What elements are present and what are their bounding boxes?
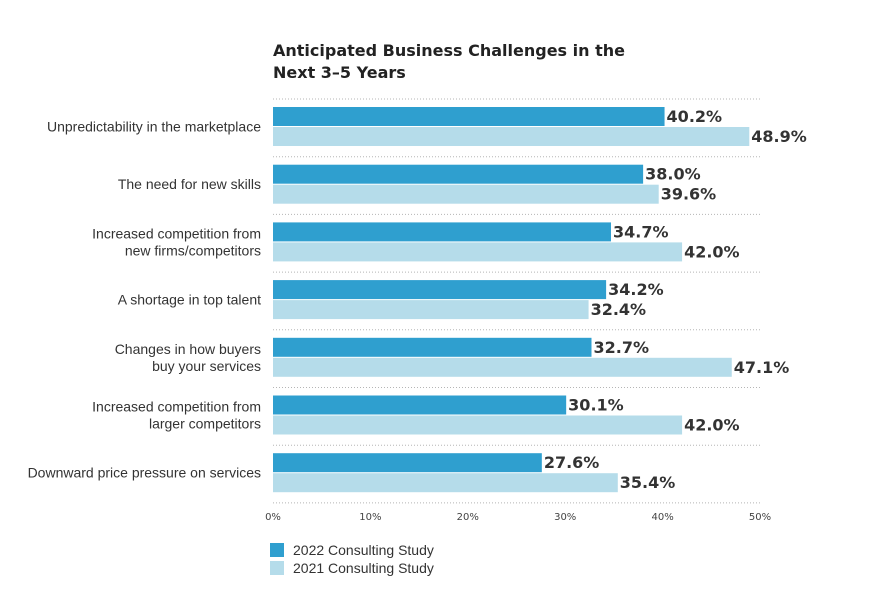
bar-2021: [273, 127, 750, 146]
bar-2022: [273, 395, 567, 415]
x-tick-label: 0%: [265, 512, 281, 523]
x-tick-label: 50%: [749, 512, 771, 523]
category-label: Changes in how buyers: [115, 341, 261, 357]
legend-item-2022: 2022 Consulting Study: [270, 541, 434, 559]
data-label: 35.4%: [620, 473, 676, 492]
bar-2021: [273, 184, 659, 204]
category-label: buy your services: [152, 358, 261, 374]
bar-2021: [273, 242, 683, 262]
bar-chart: 40.2% 48.9% Unpredictability in the market…: [28, 98, 807, 523]
x-tick-label: 30%: [554, 512, 576, 523]
data-label: 48.9%: [751, 127, 807, 146]
bar-2022: [273, 164, 644, 184]
legend-swatch-2021: [270, 561, 284, 575]
x-tick-label: 40%: [651, 512, 673, 523]
chart-title-line-1: Anticipated Business Challenges in the: [273, 41, 625, 60]
bar-2021: [273, 415, 683, 435]
bar-2022: [273, 280, 607, 300]
bar-2022: [273, 337, 592, 357]
data-label: 42.0%: [684, 242, 740, 261]
category-label: A shortage in top talent: [118, 292, 261, 308]
category-label: Unpredictability in the marketplace: [47, 119, 261, 135]
legend-label-2022: 2022 Consulting Study: [293, 542, 434, 558]
chart-title-line-2: Next 3–5 Years: [273, 63, 406, 82]
data-label: 32.4%: [591, 300, 647, 319]
chart-legend: 2022 Consulting Study 2021 Consulting St…: [270, 541, 434, 577]
bar-2022: [273, 107, 665, 126]
x-tick-label: 20%: [457, 512, 479, 523]
category-label: Increased competition from: [92, 399, 261, 415]
legend-label-2021: 2021 Consulting Study: [293, 560, 434, 576]
data-label: 47.1%: [734, 358, 790, 377]
data-label: 32.7%: [593, 338, 649, 357]
bar-2021: [273, 300, 589, 320]
legend-item-2021: 2021 Consulting Study: [270, 559, 434, 577]
data-label: 38.0%: [645, 165, 701, 184]
x-tick-label: 10%: [359, 512, 381, 523]
bar-2021: [273, 473, 618, 493]
data-label: 39.6%: [661, 185, 717, 204]
category-label: Increased competition from: [92, 225, 261, 241]
data-label: 40.2%: [667, 107, 723, 126]
data-label: 42.0%: [684, 416, 740, 435]
data-label: 34.2%: [608, 280, 664, 299]
data-label: 30.1%: [568, 396, 624, 415]
category-label: larger competitors: [149, 416, 261, 432]
data-label: 27.6%: [544, 453, 600, 472]
category-label: The need for new skills: [118, 176, 261, 192]
bar-2022: [273, 222, 611, 242]
bar-2021: [273, 357, 732, 377]
bar-2022: [273, 453, 542, 473]
category-label: new firms/competitors: [125, 242, 261, 258]
chart-title: Anticipated Business Challenges in the N…: [273, 40, 693, 84]
category-label: Downward price pressure on services: [28, 465, 261, 481]
legend-swatch-2022: [270, 543, 284, 557]
data-label: 34.7%: [613, 222, 669, 241]
